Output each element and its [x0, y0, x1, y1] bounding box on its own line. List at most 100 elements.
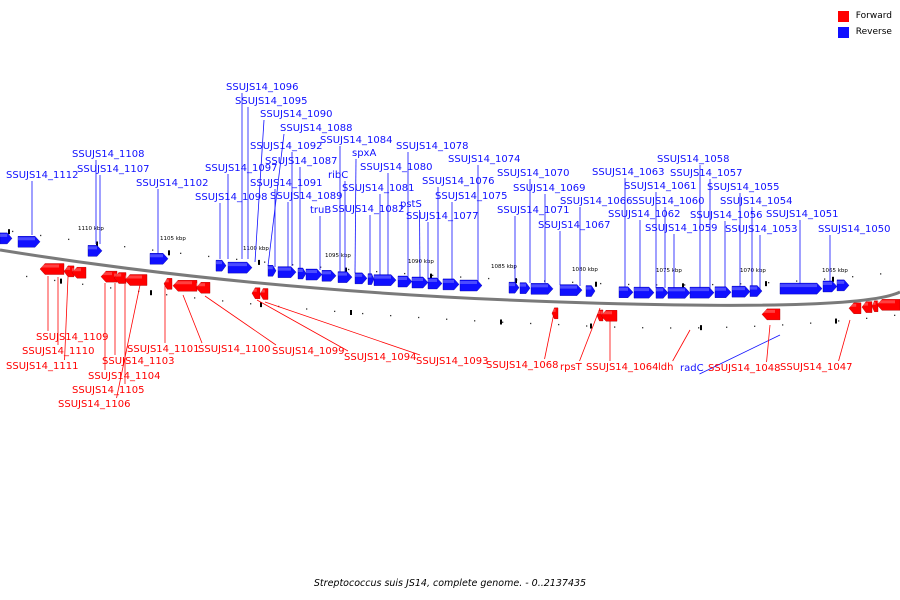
forward-gene-label: SSUJS14_1105	[72, 385, 145, 396]
gene-highlight	[601, 311, 612, 315]
forward-gene-arrow	[551, 307, 559, 320]
forward-gene-arrow	[600, 310, 618, 322]
gene-highlight	[125, 275, 142, 279]
reverse-gene-label: SSUJS14_1061	[624, 181, 697, 192]
gene-highlight	[306, 270, 317, 274]
gene-highlight	[298, 268, 303, 272]
reverse-gene-label: SSUJS14_1087	[265, 156, 338, 167]
forward-gene-arrow	[848, 302, 862, 314]
scale-label: 1090 kbp	[408, 259, 434, 265]
reverse-gene-arrow	[836, 279, 850, 292]
tick-dot	[222, 300, 224, 302]
tick-dot	[656, 284, 658, 286]
forward-gene-label: rpsT	[560, 362, 583, 373]
genome-caption: Streptococcus suis JS14, complete genome…	[313, 578, 587, 589]
reverse-gene-label: SSUJS14_1084	[320, 135, 393, 146]
reverse-gene-label: SSUJS14_1058	[657, 154, 730, 165]
forward-gene-label: SSUJS14_1111	[6, 361, 79, 372]
fwd-leader-line	[672, 329, 691, 362]
forward-gene-label: SSUJS14_1093	[416, 356, 489, 367]
gene-highlight	[460, 281, 477, 285]
gene-highlight	[750, 286, 758, 290]
reverse-gene-label: SSUJS14_1102	[136, 178, 209, 189]
reverse-gene-arrow	[667, 287, 691, 299]
gene-highlight	[173, 281, 192, 285]
tick-major	[515, 278, 517, 284]
forward-gene-label: SSUJS14_1099	[272, 346, 345, 357]
tick-dot	[866, 317, 868, 319]
gene-highlight	[72, 268, 81, 272]
gene-highlight	[837, 280, 845, 284]
reverse-gene-label: SSUJS14_1055	[707, 182, 780, 193]
reverse-gene-label: SSUJS14_1075	[435, 191, 508, 202]
tick-dot	[208, 255, 210, 258]
gene-highlight	[597, 310, 601, 314]
gene-highlight	[252, 288, 257, 292]
forward-gene-arrow	[71, 267, 87, 279]
forward-gene-label: SSUJS14_1101	[127, 344, 200, 355]
scale-label: 1075 kbp	[656, 268, 682, 274]
reverse-gene-arrow	[321, 270, 337, 282]
forward-gene-label: SSUJS14_1100	[198, 344, 271, 355]
forward-gene-arrow	[172, 280, 198, 292]
tick-dot	[306, 308, 308, 310]
legend-swatch-reverse	[837, 26, 849, 38]
fwd-leader-line	[766, 324, 771, 363]
gene-highlight	[101, 272, 112, 276]
forward-gene-label: SSUJS14_1110	[22, 346, 95, 357]
tick-major	[168, 250, 170, 256]
tick-dot	[558, 323, 560, 326]
forward-gene-arrow	[596, 309, 604, 322]
gene-highlight	[715, 287, 726, 291]
reverse-gene-label: pstS	[400, 199, 422, 210]
forward-gene-label: SSUJS14_1064	[586, 362, 659, 373]
rev-leader-line	[254, 119, 265, 263]
reverse-gene-arrow	[17, 236, 41, 248]
reverse-gene-label: SSUJS14_1070	[497, 168, 570, 179]
gene-highlight	[278, 267, 291, 271]
reverse-gene-label: SSUJS14_1054	[720, 196, 793, 207]
gene-highlight	[18, 237, 35, 241]
reverse-gene-arrow	[559, 284, 583, 296]
reverse-gene-label: SSUJS14_1088	[280, 123, 353, 134]
scale-label: 1110 kbp	[78, 226, 104, 232]
gene-highlight	[268, 266, 273, 270]
forward-gene-label: SSUJS14_1103	[102, 356, 175, 367]
gene-highlight	[428, 278, 437, 282]
reverse-gene-label: radC	[680, 363, 704, 374]
reverse-gene-label: truB	[310, 205, 331, 216]
reverse-gene-label: SSUJS14_1077	[406, 211, 479, 222]
reverse-gene-arrow	[267, 265, 277, 277]
gene-highlight	[40, 264, 59, 268]
tick-dot	[180, 252, 182, 254]
forward-gene-arrow	[195, 282, 211, 294]
tick-dot	[698, 327, 700, 329]
gene-highlight	[762, 309, 775, 313]
legend-item-forward: Forward	[837, 9, 892, 23]
tick-dot	[474, 320, 476, 322]
tick-dot	[334, 310, 336, 313]
gene-highlight	[0, 233, 8, 237]
fwd-leader-line	[64, 276, 69, 361]
reverse-gene-arrow	[305, 268, 323, 281]
reverse-gene-arrow	[508, 281, 520, 294]
reverse-gene-arrow	[749, 285, 763, 297]
forward-gene-arrow	[39, 263, 65, 275]
reverse-gene-label: SSUJS14_1092	[250, 141, 323, 152]
tick-dot	[54, 279, 56, 282]
tick-dot	[614, 326, 616, 328]
gene-highlight	[260, 289, 265, 293]
forward-gene-label: SSUJS14_1109	[36, 332, 109, 343]
tick-major	[835, 318, 837, 324]
tick-major	[8, 229, 10, 235]
tick-dot	[782, 324, 784, 326]
gene-highlight	[88, 246, 97, 250]
tick-dot	[838, 320, 840, 322]
tick-dot	[600, 282, 602, 285]
reverse-gene-label: SSUJS14_1051	[766, 209, 839, 220]
gene-highlight	[586, 286, 592, 290]
forward-gene-label: SSUJS14_1104	[88, 371, 161, 382]
tick-dot	[264, 261, 266, 263]
tick-dot	[166, 294, 168, 296]
